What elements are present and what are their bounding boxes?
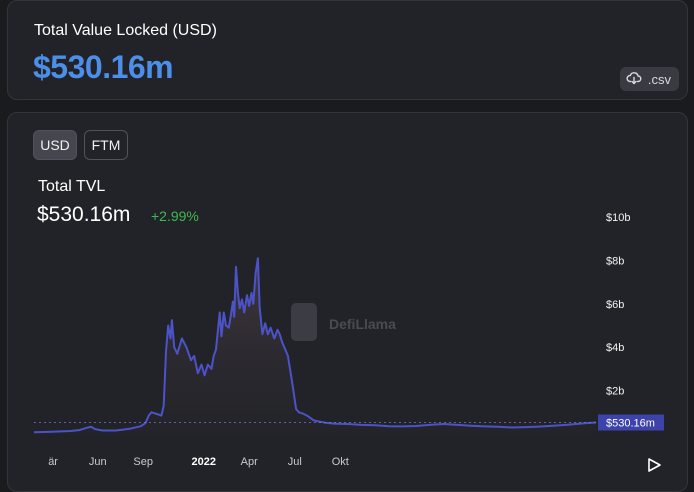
watermark-text: DefiLlama [329,316,396,332]
tvl-area-chart[interactable]: DefiLlama $2b $4b $6b $8b $10b är Jun Sep 2022 A… [8,113,687,485]
x-tick-label: Sep [133,456,153,468]
play-button[interactable] [648,458,661,472]
play-icon [648,458,661,472]
x-tick-label: 2022 [191,456,215,468]
current-value-tag-text: $530.16m [606,417,655,429]
tvl-series-line [33,257,597,434]
x-axis: är Jun Sep 2022 Apr Jul Okt [48,456,349,468]
tvl-value: $530.16m [33,49,174,85]
y-tick-label: $8b [606,255,624,267]
chart-title: Total TVL [38,178,106,195]
current-value-tag: $530.16m [598,414,664,431]
llama-logo-icon [291,303,317,341]
csv-label: .csv [647,71,671,87]
x-tick-label: Jun [89,456,107,468]
tvl-summary-card: Total Value Locked (USD) $530.16m .csv [7,0,688,100]
usd-toggle-button[interactable]: USD [33,130,77,160]
y-axis: $2b $4b $6b $8b $10b [606,212,630,398]
tvl-label: Total Value Locked (USD) [34,22,217,39]
chart-card: USD FTM Total TVL $530.16m +2.99% DefiLl… [7,112,688,492]
y-tick-label: $4b [606,342,624,354]
download-csv-button[interactable]: .csv [619,67,679,91]
current-value-tag-bg [598,414,664,431]
x-tick-label: Okt [332,456,349,468]
defillama-watermark: DefiLlama [291,303,396,341]
chart-current-value: $530.16m [37,203,131,226]
x-tick-label: är [48,456,58,468]
y-tick-label: $2b [606,386,624,398]
y-tick-label: $10b [606,212,630,224]
x-tick-label: Jul [288,456,302,468]
ftm-toggle-button[interactable]: FTM [84,130,128,160]
y-tick-label: $6b [606,299,624,311]
tvl-area-fill [34,258,596,434]
x-tick-label: Apr [241,456,258,468]
cloud-download-icon [626,70,642,89]
chart-change-percent: +2.99% [151,208,199,224]
